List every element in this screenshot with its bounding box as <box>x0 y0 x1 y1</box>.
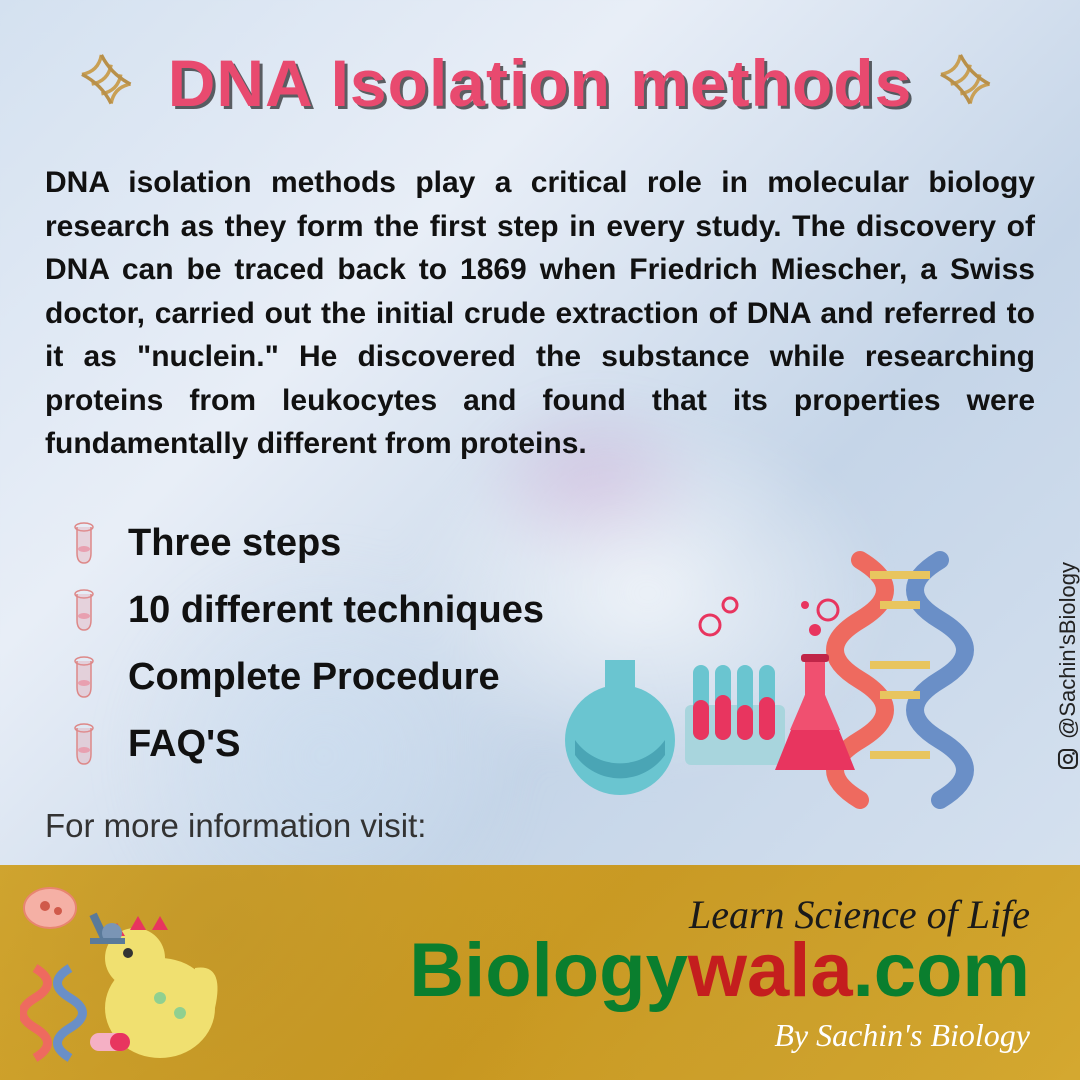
main-content: DNA Isolation methods DNA isolation meth… <box>0 0 1080 1080</box>
dna-helix-icon <box>67 40 153 126</box>
test-tube-icon <box>65 521 103 566</box>
list-item: Complete Procedure <box>65 655 1035 700</box>
list-item: 10 different techniques <box>65 588 1035 633</box>
body-paragraph: DNA isolation methods play a critical ro… <box>45 161 1035 466</box>
page-title: DNA Isolation methods <box>168 45 913 121</box>
more-info-text: For more information visit: <box>45 807 1035 845</box>
bullet-list: Three steps 10 different techniques Comp… <box>45 521 1035 767</box>
bullet-label: Three steps <box>128 522 341 565</box>
title-row: DNA Isolation methods <box>45 45 1035 121</box>
dna-helix-icon <box>927 40 1013 126</box>
list-item: FAQ'S <box>65 722 1035 767</box>
test-tube-icon <box>65 655 103 700</box>
list-item: Three steps <box>65 521 1035 566</box>
bullet-label: Complete Procedure <box>128 656 500 699</box>
bullet-label: FAQ'S <box>128 723 241 766</box>
test-tube-icon <box>65 722 103 767</box>
bullet-label: 10 different techniques <box>128 589 544 632</box>
test-tube-icon <box>65 588 103 633</box>
